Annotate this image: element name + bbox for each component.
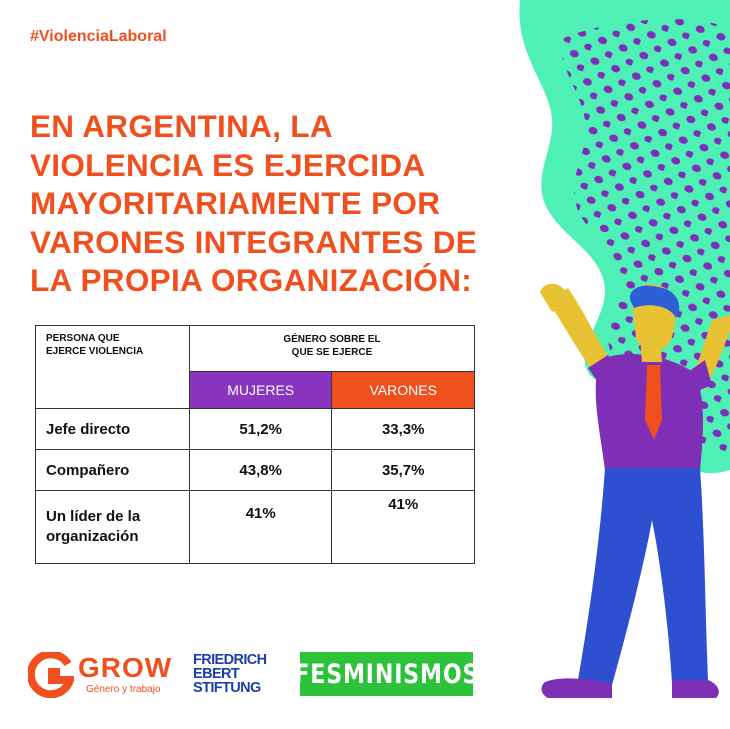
table-row: Compañero 43,8% 35,7% — [35, 449, 475, 491]
mint-blob — [519, 0, 730, 474]
man-illustration — [540, 283, 730, 698]
headline-line: EN ARGENTINA, LA — [30, 108, 333, 144]
row-label: Jefe directo — [35, 408, 190, 450]
table-row: Un líder de la organización 41% 41% — [35, 490, 475, 564]
grow-logo: GROW Género y trabajo — [28, 652, 171, 700]
column-header-women: MUJERES — [188, 371, 333, 409]
headline-line: VARONES INTEGRANTES DE — [30, 223, 478, 260]
cell-men: 33,3% — [331, 408, 475, 450]
violence-table: PERSONA QUE EJERCE VIOLENCIA GÉNERO SOBR… — [35, 325, 476, 564]
cell-men: 35,7% — [331, 449, 475, 491]
grow-g-icon — [28, 652, 74, 698]
fesminismos-text: FESMINISMOS — [294, 658, 480, 690]
grow-tagline: Género y trabajo — [86, 684, 161, 695]
cell-women: 41% — [188, 490, 333, 564]
headline: EN ARGENTINA, LA VIOLENCIA ES EJERCIDA M… — [30, 107, 500, 300]
fes-logo: FRIEDRICH EBERT STIFTUNG — [193, 652, 267, 696]
row-label: Un líder de la organización — [35, 490, 190, 564]
grow-name: GROW — [78, 652, 173, 683]
table-row: Jefe directo 51,2% 33,3% — [35, 408, 475, 450]
cell-women: 51,2% — [188, 408, 333, 450]
fesminismos-logo: FESMINISMOS — [294, 652, 478, 696]
header-person: PERSONA QUE EJERCE VIOLENCIA — [35, 325, 190, 409]
hashtag: #ViolenciaLaboral — [30, 28, 167, 45]
header-gender: GÉNERO SOBRE EL QUE SE EJERCE — [188, 325, 476, 372]
cell-women: 43,8% — [188, 449, 333, 491]
row-label: Compañero — [35, 449, 190, 491]
headline-line: VIOLENCIA ES EJERCIDA — [30, 146, 426, 183]
headline-line: MAYORITARIAMENTE POR — [30, 185, 441, 221]
cell-men: 41% — [331, 490, 475, 564]
headline-line: LA PROPIA ORGANIZACIÓN: — [30, 262, 473, 298]
column-header-men: VARONES — [331, 371, 475, 409]
